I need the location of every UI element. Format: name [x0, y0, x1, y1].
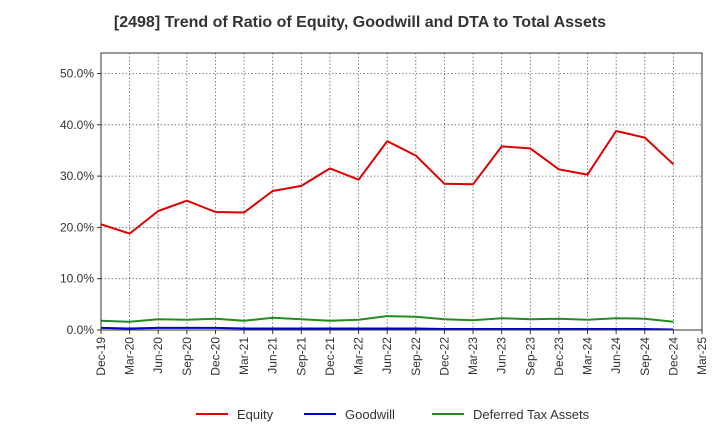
x-tick-label: Sep-21	[294, 337, 308, 376]
x-tick-label: Sep-24	[638, 337, 652, 376]
x-tick-label: Mar-25	[695, 337, 709, 375]
grid-lines	[100, 53, 703, 331]
x-tick-label: Sep-23	[523, 337, 537, 376]
y-tick-label: 20.0%	[60, 220, 94, 234]
x-tick-label: Jun-21	[266, 337, 280, 374]
x-tick-label: Dec-23	[552, 337, 566, 376]
x-tick-label: Jun-20	[151, 337, 165, 374]
x-tick-label: Mar-20	[123, 337, 137, 375]
series-line-equity	[100, 130, 675, 235]
x-tick-label: Sep-22	[409, 337, 423, 376]
y-tick-label: 40.0%	[60, 118, 94, 132]
series-group	[100, 130, 675, 331]
y-tick-label: 0.0%	[67, 323, 95, 337]
y-tick-label: 10.0%	[60, 272, 94, 286]
x-tick-label: Mar-23	[466, 337, 480, 375]
x-tick-label: Jun-22	[380, 337, 394, 374]
x-tick-label: Jun-23	[495, 337, 509, 374]
series-line-goodwill	[100, 326, 674, 331]
x-tick-label: Dec-24	[666, 337, 680, 376]
x-tick-label: Mar-21	[237, 337, 251, 375]
x-tick-label: Dec-21	[323, 337, 337, 376]
x-tick-label: Dec-20	[208, 337, 222, 376]
x-tick-label: Sep-20	[180, 337, 194, 376]
y-tick-label: 30.0%	[60, 169, 94, 183]
x-tick-label: Jun-24	[609, 337, 623, 374]
legend-label: Goodwill	[345, 407, 395, 422]
series-line-deferred-tax-assets	[100, 315, 674, 323]
y-tick-label: 50.0%	[60, 67, 94, 81]
axes	[100, 52, 703, 331]
legend-item-goodwill: Goodwill	[304, 407, 395, 422]
legend-item-equity: Equity	[196, 407, 274, 422]
legend-item-deferred-tax-assets: Deferred Tax Assets	[432, 407, 590, 422]
chart-title: [2498] Trend of Ratio of Equity, Goodwil…	[113, 14, 607, 31]
legend: Equity Goodwill Deferred Tax Assets	[196, 407, 590, 422]
plot-background	[101, 53, 702, 330]
x-axis-ticks: Dec-19 Mar-20 Jun-20 Sep-20 Dec-20 Mar-21 Jun-…	[94, 330, 709, 376]
legend-label: Equity	[237, 407, 274, 422]
x-tick-label: Dec-22	[437, 337, 451, 376]
y-axis-ticks: 0.0% 10.0% 20.0% 30.0% 40.0% 50.0%	[60, 67, 101, 337]
x-tick-label: Dec-19	[94, 337, 108, 376]
x-tick-label: Mar-22	[352, 337, 366, 375]
plot-area	[101, 53, 702, 330]
x-tick-label: Mar-24	[581, 337, 595, 375]
legend-label: Deferred Tax Assets	[473, 407, 590, 422]
plot-frame	[100, 52, 703, 331]
